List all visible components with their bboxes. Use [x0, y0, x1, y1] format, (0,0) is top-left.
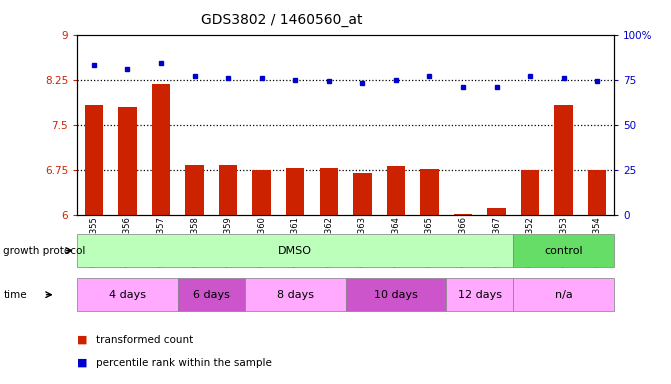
Bar	[245, 278, 346, 311]
Bar	[487, 209, 506, 215]
Text: transformed count: transformed count	[96, 335, 193, 345]
Bar	[77, 234, 513, 267]
Text: 6 days: 6 days	[193, 290, 229, 300]
Text: 8 days: 8 days	[276, 290, 314, 300]
Bar	[85, 105, 103, 215]
Text: time: time	[3, 290, 27, 300]
Bar	[513, 234, 614, 267]
Bar	[185, 165, 204, 215]
Bar	[588, 170, 607, 215]
Text: percentile rank within the sample: percentile rank within the sample	[96, 358, 272, 368]
Bar	[446, 278, 513, 311]
Bar	[252, 170, 271, 215]
Text: 12 days: 12 days	[458, 290, 502, 300]
Bar	[346, 278, 446, 311]
Bar	[386, 166, 405, 215]
Text: 10 days: 10 days	[374, 290, 418, 300]
Bar	[454, 214, 472, 215]
Bar	[513, 278, 614, 311]
Bar	[178, 278, 245, 311]
Text: growth protocol: growth protocol	[3, 245, 86, 256]
Text: DMSO: DMSO	[278, 245, 312, 256]
Bar	[152, 84, 170, 215]
Bar	[319, 168, 338, 215]
Text: n/a: n/a	[555, 290, 572, 300]
Text: ■: ■	[77, 358, 88, 368]
Bar	[554, 105, 573, 215]
Bar	[353, 173, 372, 215]
Bar	[77, 278, 178, 311]
Bar	[420, 169, 439, 215]
Bar	[521, 170, 539, 215]
Text: 4 days: 4 days	[109, 290, 146, 300]
Bar	[118, 108, 137, 215]
Bar	[286, 168, 305, 215]
Bar	[219, 164, 238, 215]
Text: GDS3802 / 1460560_at: GDS3802 / 1460560_at	[201, 13, 362, 27]
Text: control: control	[544, 245, 583, 256]
Text: ■: ■	[77, 335, 88, 345]
